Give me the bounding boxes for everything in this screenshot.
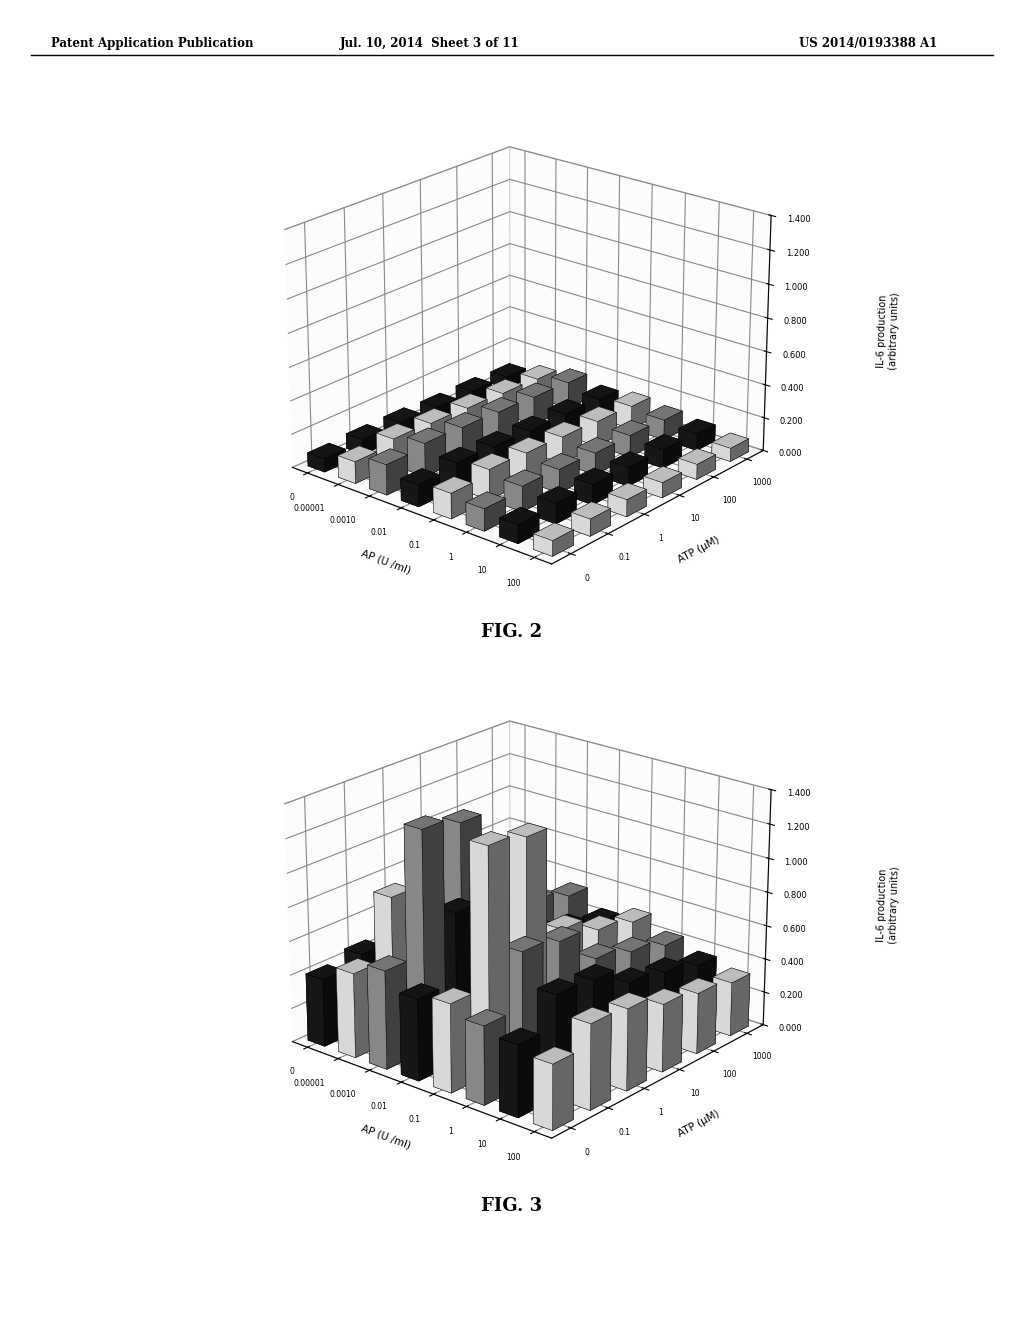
X-axis label: AP (U /ml): AP (U /ml) xyxy=(359,548,412,576)
Text: US 2014/0193388 A1: US 2014/0193388 A1 xyxy=(799,37,937,50)
Text: FIG. 3: FIG. 3 xyxy=(481,1197,543,1216)
Y-axis label: ATP (μM): ATP (μM) xyxy=(677,1109,722,1139)
Text: FIG. 2: FIG. 2 xyxy=(481,623,543,642)
Text: Jul. 10, 2014  Sheet 3 of 11: Jul. 10, 2014 Sheet 3 of 11 xyxy=(340,37,520,50)
Text: Patent Application Publication: Patent Application Publication xyxy=(51,37,254,50)
X-axis label: AP (U /ml): AP (U /ml) xyxy=(359,1122,412,1150)
Y-axis label: ATP (μM): ATP (μM) xyxy=(677,535,722,565)
